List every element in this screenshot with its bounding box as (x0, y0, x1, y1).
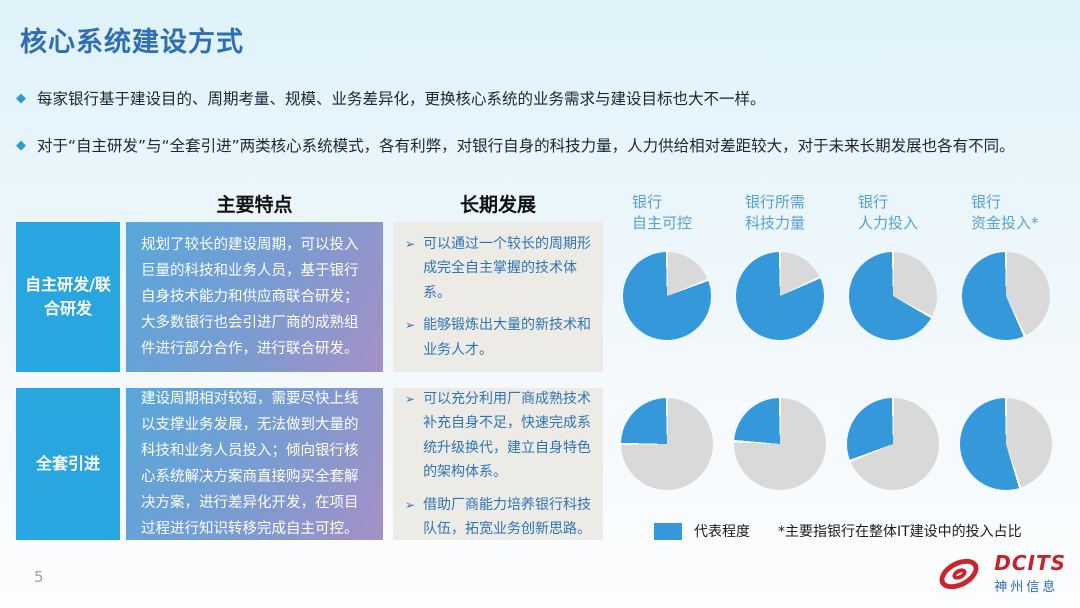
logo-subtitle: 神州信息 (994, 580, 1059, 595)
pie-chart (622, 252, 711, 340)
pie-column: 银行所需 科技力量 (723, 192, 836, 234)
arrow-bullet-icon: ➢ (405, 391, 416, 406)
table-row-self-develop: 自主研发/联合研发 规划了较长的建设周期，可以投入巨量的科技和业务人员，基于银行… (16, 222, 603, 372)
legend-label: 代表程度 (694, 524, 750, 540)
legend-swatch (654, 522, 682, 540)
dcits-swirl-icon (934, 552, 986, 595)
arrow-bullet-icon: ➢ (405, 497, 416, 512)
development-cell: ➢ 可以充分利用厂商成熟技术补充自身不足，快速完成系统升级换代，建立自身特色的架… (393, 388, 603, 540)
diamond-bullet-icon: ◆ (16, 91, 26, 106)
features-cell: 建设周期相对较短，需要尽快上线以支撑业务发展，无法做到大量的科技和业务人员投入；… (126, 388, 383, 540)
intro-bullets: ◆ 每家银行基于建设目的、周期考量、规模、业务差异化，更换核心系统的业务需求与建… (16, 88, 1056, 182)
bullet-item: ◆ 每家银行基于建设目的、周期考量、规模、业务差异化，更换核心系统的业务需求与建… (16, 88, 1056, 110)
bullet-text: 对于“自主研发”与“全套引进”两类核心系统模式，各有利弊，对银行自身的科技力量，… (37, 137, 1015, 155)
arrow-bullet-icon: ➢ (405, 318, 416, 333)
pie-row-full-import (610, 398, 1062, 490)
development-item: ➢ 能够锻炼出大量的新技术和业务人才。 (405, 313, 593, 362)
pie-column-header: 银行 人力投入 (858, 193, 919, 232)
pie-chart (620, 398, 713, 490)
pie-column-header: 银行 自主可控 (632, 193, 693, 232)
development-cell: ➢ 可以通过一个较长的周期形成完全自主掌握的技术体系。 ➢ 能够锻炼出大量的新技… (393, 222, 603, 372)
features-text: 建设周期相对较短，需要尽快上线以支撑业务发展，无法做到大量的科技和业务人员投入；… (141, 390, 359, 538)
pie-column: 银行 人力投入 (836, 192, 949, 234)
logo-text-block: DCITS 神州信息 (994, 552, 1066, 595)
chart-legend: 代表程度 *主要指银行在整体IT建设中的投入占比 (654, 521, 1022, 541)
table-row-full-import: 全套引进 建设周期相对较短，需要尽快上线以支撑业务发展，无法做到大量的科技和业务… (16, 388, 603, 540)
pie-cell (610, 398, 723, 490)
pie-cell (723, 252, 836, 340)
pie-column-headers: 银行 自主可控 银行所需 科技力量 银行 人力投入 银行 资金投入* (610, 192, 1062, 234)
bullet-text: 每家银行基于建设目的、周期考量、规模、业务差异化，更换核心系统的业务需求与建设目… (37, 90, 766, 108)
column-header-features: 主要特点 (216, 194, 293, 216)
development-item: ➢ 可以通过一个较长的周期形成完全自主掌握的技术体系。 (405, 232, 593, 306)
bullet-item: ◆ 对于“自主研发”与“全套引进”两类核心系统模式，各有利弊，对银行自身的科技力… (16, 135, 1056, 157)
company-logo: DCITS 神州信息 (934, 552, 1066, 595)
pie-column-header: 银行所需 科技力量 (745, 193, 806, 232)
pie-column-header: 银行 资金投入* (971, 193, 1039, 232)
pie-column: 银行 资金投入* (949, 192, 1062, 234)
pie-chart (733, 398, 826, 490)
page-title: 核心系统建设方式 (20, 27, 244, 58)
pie-row-self-develop (610, 252, 1062, 340)
page-number: 5 (34, 568, 44, 586)
arrow-bullet-icon: ➢ (405, 236, 416, 251)
row-label: 自主研发/联合研发 (16, 222, 120, 372)
pie-chart (846, 398, 939, 490)
pie-chart (848, 252, 937, 340)
diamond-bullet-icon: ◆ (16, 138, 26, 153)
pie-chart (959, 398, 1052, 490)
legend-footnote: *主要指银行在整体IT建设中的投入占比 (778, 524, 1022, 540)
development-text: 可以充分利用厂商成熟技术补充自身不足，快速完成系统升级换代，建立自身特色的架构体… (423, 390, 592, 481)
features-text: 规划了较长的建设周期，可以投入巨量的科技和业务人员，基于银行自身技术能力和供应商… (141, 236, 359, 358)
pie-cell (949, 398, 1062, 490)
pie-cell (836, 398, 949, 490)
logo-name: DCITS (994, 551, 1066, 575)
pie-cell (610, 252, 723, 340)
pie-cell (723, 398, 836, 490)
pie-column: 银行 自主可控 (610, 192, 723, 234)
pie-chart (961, 252, 1050, 340)
development-text: 能够锻炼出大量的新技术和业务人才。 (423, 317, 592, 358)
column-header-development: 长期发展 (459, 194, 536, 216)
development-text: 可以通过一个较长的周期形成完全自主掌握的技术体系。 (423, 235, 592, 301)
pie-cell (836, 252, 949, 340)
pie-cell (949, 252, 1062, 340)
development-item: ➢ 可以充分利用厂商成熟技术补充自身不足，快速完成系统升级换代，建立自身特色的架… (405, 387, 593, 485)
development-item: ➢ 借助厂商能力培养银行科技队伍，拓宽业务创新思路。 (405, 493, 593, 542)
row-label: 全套引进 (16, 388, 120, 540)
development-text: 借助厂商能力培养银行科技队伍，拓宽业务创新思路。 (423, 496, 592, 538)
features-cell: 规划了较长的建设周期，可以投入巨量的科技和业务人员，基于银行自身技术能力和供应商… (126, 222, 383, 372)
pie-chart (735, 252, 824, 340)
